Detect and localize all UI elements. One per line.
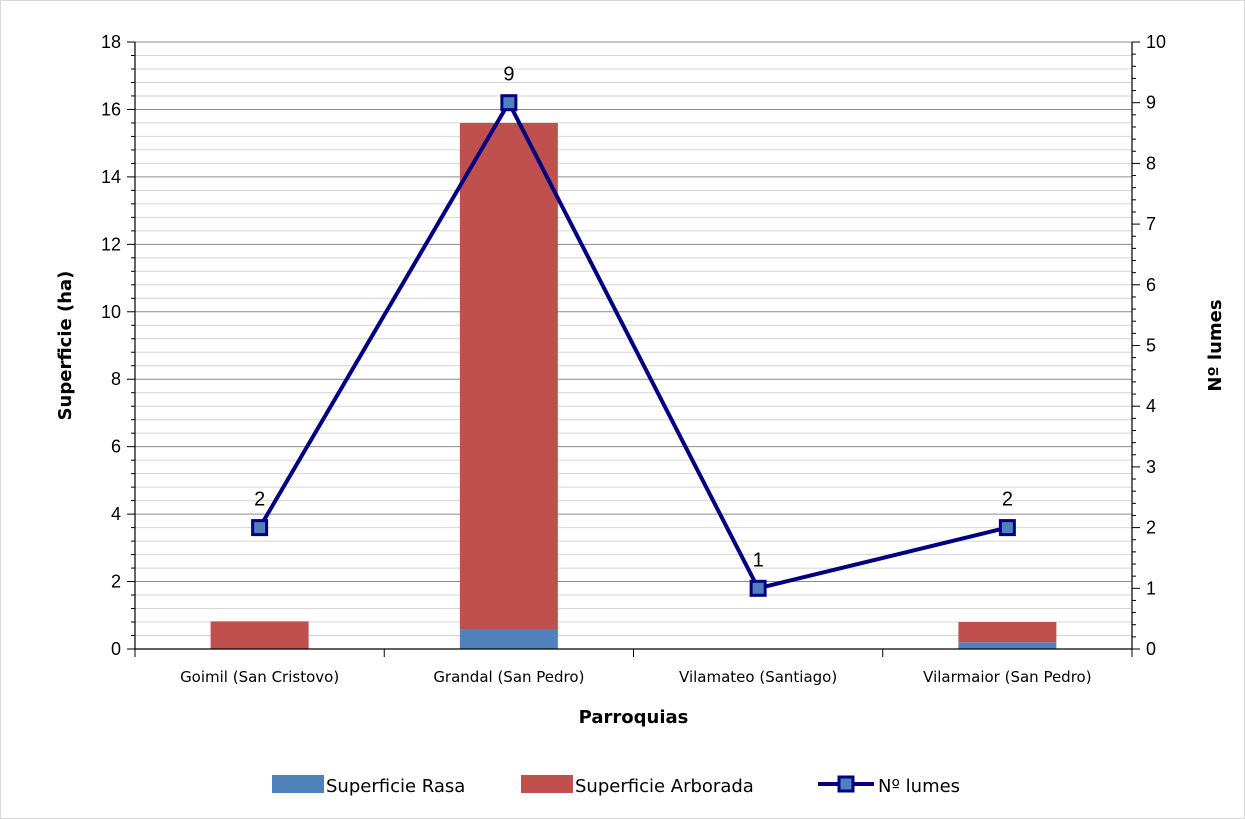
legend-item: Superficie Arborada (521, 775, 754, 797)
gridlines (135, 41, 1132, 637)
right-tick-label: 8 (1146, 153, 1156, 173)
right-tick-label: 4 (1146, 396, 1156, 416)
bar-superficie-arborada (459, 122, 558, 630)
line-point (251, 519, 269, 537)
line-point (749, 579, 767, 597)
bar-series (210, 122, 1057, 649)
right-tick-label: 2 (1146, 518, 1156, 538)
right-tick-label: 10 (1146, 32, 1166, 52)
legend-label: Superficie Rasa (326, 776, 465, 797)
right-tick-label: 0 (1146, 639, 1156, 659)
left-tick-label: 12 (101, 234, 121, 254)
data-label: 2 (254, 489, 265, 511)
legend: Superficie Rasa Superficie Arborada Nº lum… (272, 775, 960, 797)
legend-marker (837, 775, 855, 793)
category-label: Goimil (San Cristovo) (180, 668, 339, 686)
left-tick-label: 16 (101, 99, 121, 119)
left-tick-label: 6 (111, 437, 121, 457)
line-nº-lumes (257, 100, 1008, 591)
data-label: 1 (753, 549, 764, 571)
left-tick-label: 10 (101, 302, 121, 322)
left-tick-label: 2 (111, 572, 121, 592)
line-series: 2 9 1 2 (251, 64, 1016, 597)
category-label: Vilamateo (Santiago) (679, 668, 837, 686)
right-tick-label: 9 (1146, 93, 1156, 113)
bar-superficie-arborada (210, 621, 309, 649)
axis-titles: Parroquias Superficie (ha) Nº lumes (55, 271, 1226, 728)
axes (127, 41, 1140, 657)
legend-swatch (521, 775, 573, 793)
legend-swatch (272, 775, 324, 793)
right-tick-label: 1 (1146, 578, 1156, 598)
left-tick-label: 18 (101, 32, 121, 52)
left-tick-label: 0 (111, 639, 121, 659)
category-label: Grandal (San Pedro) (433, 668, 584, 686)
left-tick-label: 4 (111, 504, 121, 524)
legend-item: Superficie Rasa (272, 775, 465, 797)
category-label: Vilarmaior (San Pedro) (923, 668, 1091, 686)
right-tick-label: 6 (1146, 275, 1156, 295)
right-tick-label: 5 (1146, 336, 1156, 356)
data-label: 9 (503, 64, 514, 86)
right-tick-label: 3 (1146, 457, 1156, 477)
legend-label: Superficie Arborada (575, 776, 754, 797)
y-axis-title: Superficie (ha) (55, 271, 76, 421)
right-tick-label: 7 (1146, 214, 1156, 234)
left-tick-label: 8 (111, 369, 121, 389)
bar-superficie-rasa (958, 642, 1057, 649)
line-point (500, 94, 518, 112)
legend-label: Nº lumes (878, 776, 960, 797)
line-point (998, 519, 1016, 537)
data-label: 2 (1002, 489, 1013, 511)
bar-superficie-rasa (459, 629, 558, 649)
legend-item: Nº lumes (818, 775, 960, 797)
left-tick-label: 14 (101, 167, 121, 187)
bar-superficie-arborada (958, 622, 1057, 643)
y2-axis-title: Nº lumes (1205, 299, 1226, 391)
x-axis-title: Parroquias (579, 707, 689, 728)
